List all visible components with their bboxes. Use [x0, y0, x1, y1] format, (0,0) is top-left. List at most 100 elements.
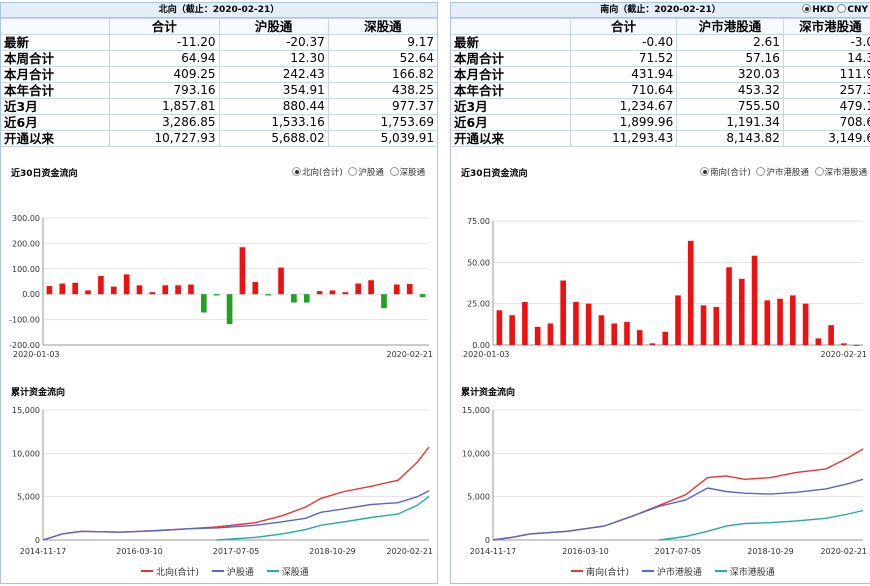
- table-cell: 11,293.43: [569, 130, 678, 147]
- series-line: [42, 490, 430, 541]
- table-cell: -0.40: [569, 34, 678, 51]
- table-cell: 57.16: [676, 50, 784, 67]
- table-row: 本周合计 64.94 12.30 52.64: [1, 50, 437, 67]
- bar: [162, 285, 169, 295]
- bar: [291, 294, 297, 303]
- bar: [252, 282, 259, 295]
- table-cell: 64.94: [109, 50, 220, 67]
- radio-south-sh[interactable]: 沪市港股通: [756, 167, 809, 178]
- bar: [394, 284, 400, 295]
- column-header: 深市港股通: [782, 18, 870, 35]
- bar: [188, 284, 194, 295]
- bar: [547, 323, 554, 345]
- table-cell: 479.1: [782, 98, 870, 115]
- y-tick-label: 10,000: [12, 449, 40, 458]
- x-tick-label: 2016-03-10: [116, 547, 163, 556]
- table-cell: -3.0: [782, 34, 870, 51]
- radio-south-total[interactable]: 南向(合计): [700, 167, 751, 178]
- legend-swatch: [714, 570, 727, 572]
- radio-south-sz[interactable]: 深市港股通: [814, 167, 867, 178]
- legend-swatch: [211, 570, 224, 572]
- y-tick-label: 15,000: [462, 406, 490, 415]
- x-tick-label: 2020-02-21: [821, 547, 868, 556]
- southbound-title: 南向（截止：2020-02-21） HKD CNY: [451, 3, 870, 18]
- bar: [342, 292, 349, 295]
- y-tick-label: 100.00: [12, 265, 40, 274]
- row-label: 本月合计: [1, 66, 111, 83]
- northbound-panel: 北向（截止：2020-02-21） 合计 沪股通 深股通 最新 -11.20 -20.37…: [0, 2, 438, 584]
- northbound-summary-table: 合计 沪股通 深股通 最新 -11.20 -20.37 9.17 本周合计 64.94 12.30…: [1, 18, 437, 147]
- table-row: 开通以来 11,293.43 8,143.82 3,149.6: [451, 130, 870, 147]
- radio-hkd[interactable]: HKD: [802, 4, 834, 15]
- column-header: 深股通: [327, 18, 437, 35]
- x-tick-label: 2020-02-21: [387, 350, 434, 359]
- bar: [687, 240, 694, 345]
- bar: [213, 294, 220, 296]
- legend-swatch: [266, 570, 279, 572]
- column-header: 沪股通: [218, 18, 329, 35]
- bar: [841, 343, 847, 345]
- northbound-title: 北向（截止：2020-02-21）: [1, 3, 437, 18]
- x-tick-label: 2017-07-05: [213, 547, 260, 556]
- x-tick-label: 2016-03-10: [562, 547, 609, 556]
- radio-cny[interactable]: CNY: [837, 4, 868, 15]
- table-cell: 166.82: [327, 66, 437, 83]
- x-tick-label: 2018-10-29: [747, 547, 794, 556]
- column-header: 沪市港股通: [676, 18, 784, 35]
- southbound-summary-table: 合计沪市港股通深市港股通最新-0.402.61-3.0本周合计71.5257.1…: [451, 18, 870, 147]
- bar: [59, 283, 66, 295]
- table-row: 最新-0.402.61-3.0: [451, 34, 870, 51]
- table-cell: 52.64: [327, 50, 437, 67]
- radio-north-total[interactable]: 北向(合计): [292, 167, 343, 178]
- table-cell: 793.16: [109, 82, 220, 99]
- series-line: [492, 478, 864, 541]
- table-cell: 320.03: [676, 66, 784, 83]
- bar: [265, 294, 271, 296]
- legend-swatch: [641, 570, 654, 572]
- table-cell: 708.6: [782, 114, 870, 131]
- radio-north-sz[interactable]: 深股通: [389, 167, 425, 178]
- table-row: 开通以来 10,727.93 5,688.02 5,039.91: [1, 130, 437, 147]
- bar: [636, 330, 643, 345]
- radio-north-sh[interactable]: 沪股通: [348, 167, 384, 178]
- table-cell: 880.44: [218, 98, 329, 115]
- table-cell: 354.91: [218, 82, 329, 99]
- table-cell: 14.3: [782, 50, 870, 67]
- table-header-row: 合计 沪市港股通 深市港股通: [451, 18, 870, 35]
- row-label: 最新: [1, 34, 111, 51]
- series-line: [216, 495, 430, 541]
- table-cell: 1,899.96: [569, 114, 678, 131]
- south-cum-line-chart: 15,000 10,000 5,000 0 2014-11-17 2016-03-10 20…: [462, 406, 868, 556]
- table-cell: 111.9: [782, 66, 870, 83]
- radio-icon: [348, 167, 358, 176]
- x-tick-label: 2017-07-05: [655, 547, 702, 556]
- bar: [226, 294, 233, 325]
- table-cell: 710.64: [569, 82, 678, 99]
- radio-selected-icon: [292, 167, 301, 176]
- series-line: [492, 448, 864, 541]
- x-tick-label: 2020-02-21: [821, 350, 868, 359]
- y-tick-label: -100.00: [9, 316, 40, 325]
- bar: [764, 300, 771, 345]
- radio-icon: [837, 4, 847, 13]
- north-cum-legend: 北向(合计) 沪股通 深股通: [131, 565, 309, 578]
- y-tick-label: 50.00: [467, 258, 490, 267]
- table-cell: 257.3: [782, 82, 870, 99]
- bar: [368, 280, 374, 295]
- bar: [611, 323, 618, 345]
- bar: [496, 310, 503, 345]
- legend-swatch: [571, 570, 583, 572]
- bar: [713, 306, 720, 345]
- x-tick-label: 2020-01-03: [13, 350, 60, 359]
- currency-radio-group: HKD CNY: [802, 3, 868, 17]
- row-label: 开通以来: [451, 130, 571, 147]
- row-label: 本周合计: [451, 50, 571, 67]
- bar: [662, 331, 669, 345]
- row-label: 近6月: [1, 114, 111, 131]
- bar: [624, 321, 630, 345]
- table-cell: 5,688.02: [218, 130, 329, 147]
- bar: [777, 298, 783, 345]
- y-tick-label: 75.00: [467, 217, 490, 226]
